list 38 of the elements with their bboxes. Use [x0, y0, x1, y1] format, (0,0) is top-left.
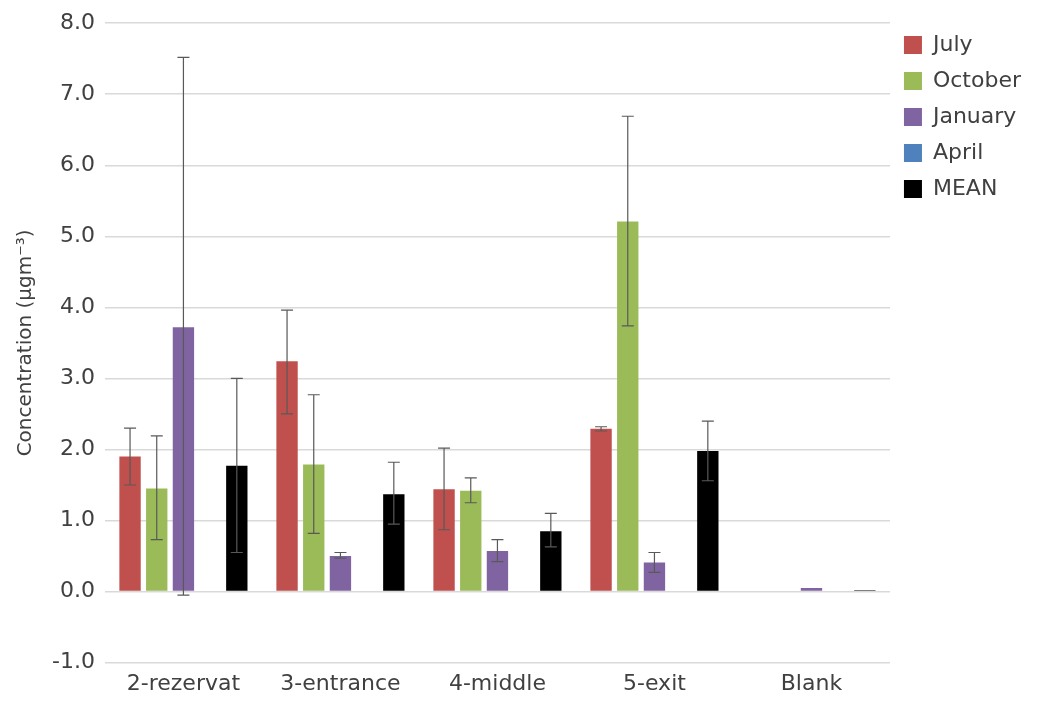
legend-label: January — [930, 102, 1017, 128]
bar — [119, 456, 141, 591]
y-tick-label: 4.0 — [59, 293, 95, 319]
bar — [329, 556, 352, 591]
x-tick-label: 3-entrance — [280, 669, 401, 695]
bar — [383, 494, 405, 591]
bar — [460, 490, 482, 591]
y-tick-label: 1.0 — [59, 506, 95, 532]
y-tick-label: 7.0 — [59, 79, 95, 105]
bar — [617, 221, 639, 591]
bar — [800, 588, 823, 591]
y-tick-label: 0.0 — [59, 577, 95, 603]
y-tick-label: 6.0 — [59, 151, 95, 177]
bar — [146, 488, 168, 591]
bar — [540, 531, 562, 591]
y-tick-label: 5.0 — [59, 222, 95, 248]
y-tick-label: 2.0 — [59, 435, 95, 461]
x-tick-label: 2-rezervat — [126, 669, 241, 695]
x-tick-label: Blank — [780, 669, 843, 695]
bar — [276, 361, 298, 591]
y-axis-title: Concentration (µgm⁻³) — [12, 229, 37, 457]
bar — [643, 562, 666, 591]
bar — [590, 428, 612, 591]
bar — [226, 465, 248, 591]
legend-label: July — [930, 30, 973, 56]
bar — [303, 464, 325, 591]
y-tick-label: 8.0 — [59, 8, 95, 34]
bar — [172, 327, 195, 591]
x-tick-label: 5-exit — [623, 669, 687, 695]
y-tick-label: -1.0 — [51, 648, 95, 674]
legend-label: April — [932, 138, 984, 164]
y-tick-label: 3.0 — [59, 364, 95, 390]
bar — [697, 450, 719, 591]
legend-label: October — [932, 66, 1022, 92]
legend-label: MEAN — [932, 174, 998, 200]
bar — [486, 551, 509, 591]
bar — [433, 489, 455, 591]
x-tick-label: 4-middle — [448, 669, 546, 695]
